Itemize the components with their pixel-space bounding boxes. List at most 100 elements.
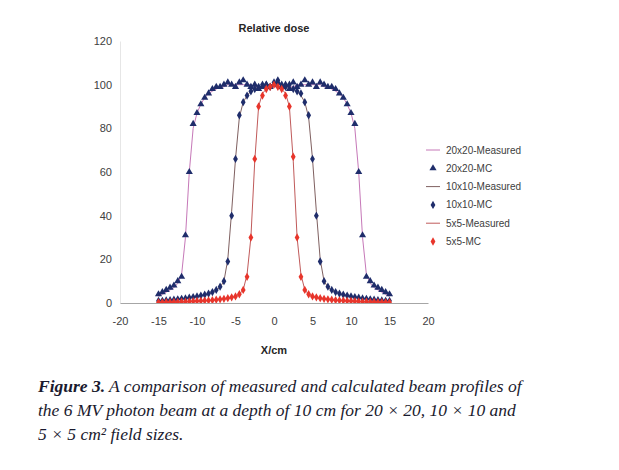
mc-point xyxy=(291,85,296,93)
measured-line xyxy=(159,85,390,301)
caption: Figure 3.A comparison of measured and ca… xyxy=(37,376,524,444)
legend-symbol xyxy=(426,150,440,151)
mc-point xyxy=(310,292,315,300)
y-tick-label: 40 xyxy=(100,210,112,222)
mc-point xyxy=(351,120,358,126)
mc-point xyxy=(248,233,253,241)
mc-point xyxy=(240,76,247,82)
mc-point xyxy=(340,94,347,100)
x-axis-line xyxy=(121,303,429,304)
caption-line: the 6 MV photon beam at a depth of 10 cm… xyxy=(38,400,516,420)
mc-point xyxy=(229,293,234,301)
mc-point xyxy=(310,155,315,163)
mc-point xyxy=(187,297,192,303)
x-tick: -20 xyxy=(113,303,129,327)
x-tick: 5 xyxy=(310,303,316,327)
mc-point xyxy=(360,298,365,303)
mc-point xyxy=(186,168,193,174)
y-tick: 20 xyxy=(100,253,120,265)
mc-point xyxy=(279,85,284,93)
y-tick-label: 80 xyxy=(100,122,112,134)
mc-point xyxy=(287,102,292,110)
mc-points xyxy=(156,76,392,303)
mc-point xyxy=(182,231,189,237)
mc-point xyxy=(318,257,323,265)
chart-title: Relative dose xyxy=(239,22,310,34)
mc-point xyxy=(332,85,339,91)
mc-point xyxy=(302,286,307,294)
mc-point xyxy=(237,290,242,298)
y-tick: 0 xyxy=(106,297,120,309)
mc-point xyxy=(329,296,334,303)
legend-label: 10x10-MC xyxy=(446,199,492,210)
mc-point xyxy=(198,297,203,303)
x-axis: -20-15-10-505101520 xyxy=(113,303,435,327)
mc-point xyxy=(222,277,227,285)
mc-point xyxy=(245,91,250,99)
x-tick-label: 0 xyxy=(271,315,277,327)
mc-point xyxy=(202,296,207,303)
mc-point xyxy=(341,296,346,303)
chart: 020406080100120-20-15-10-505101520Relati… xyxy=(0,0,619,470)
measured-line xyxy=(159,85,390,303)
mc-point xyxy=(225,294,230,302)
mc-point xyxy=(314,293,319,301)
x-tick-label: -10 xyxy=(190,315,206,327)
plot-area xyxy=(155,76,393,303)
x-tick: -5 xyxy=(231,303,241,327)
mc-point xyxy=(218,282,223,290)
mc-point xyxy=(325,295,330,303)
mc-point xyxy=(306,290,311,298)
mc-point xyxy=(318,294,323,302)
legend-symbol xyxy=(426,186,440,187)
mc-point xyxy=(356,297,361,303)
mc-point xyxy=(333,288,338,296)
mc-point xyxy=(233,292,238,300)
x-tick: 15 xyxy=(384,303,396,327)
mc-point xyxy=(237,111,242,119)
x-axis-title: X/cm xyxy=(261,344,288,356)
mc-point xyxy=(347,109,354,115)
mc-point xyxy=(260,91,265,99)
mc-point xyxy=(225,257,230,265)
x-tick: 10 xyxy=(345,303,357,327)
mc-point xyxy=(299,89,304,97)
mc-point xyxy=(352,297,357,303)
x-tick: -10 xyxy=(190,303,206,327)
y-tick-label: 120 xyxy=(94,35,112,47)
legend: 20x20-Measured20x20-MC10x10-Measured10x1… xyxy=(426,145,521,248)
mc-point xyxy=(268,83,273,91)
mc-point xyxy=(299,273,304,281)
mc-point xyxy=(336,89,343,95)
mc-point xyxy=(387,298,392,303)
mc-point xyxy=(272,81,277,89)
mc-point xyxy=(301,76,308,82)
mc-points xyxy=(156,81,392,303)
mc-point xyxy=(359,231,366,237)
mc-point xyxy=(175,298,180,303)
mc-point xyxy=(256,83,261,91)
mc-point xyxy=(349,297,354,303)
mc-point xyxy=(355,168,362,174)
mc-point xyxy=(322,277,327,285)
x-tick-label: 15 xyxy=(384,315,396,327)
legend-symbol xyxy=(431,237,436,245)
mc-point xyxy=(222,295,227,303)
y-tick-label: 60 xyxy=(100,166,112,178)
mc-point xyxy=(206,296,211,303)
mc-point xyxy=(229,212,234,220)
mc-point xyxy=(193,109,200,115)
mc-point xyxy=(197,100,204,106)
mc-point xyxy=(178,273,185,279)
mc-point xyxy=(183,298,188,303)
x-tick-label: 20 xyxy=(422,315,434,327)
mc-point xyxy=(283,83,288,91)
mc-point xyxy=(252,155,257,163)
mc-point xyxy=(264,85,269,93)
y-tick-label: 100 xyxy=(94,79,112,91)
mc-point xyxy=(268,83,273,91)
mc-point xyxy=(322,295,327,303)
legend-symbol xyxy=(429,164,436,170)
mc-point xyxy=(329,286,334,294)
mc-point xyxy=(283,91,288,99)
